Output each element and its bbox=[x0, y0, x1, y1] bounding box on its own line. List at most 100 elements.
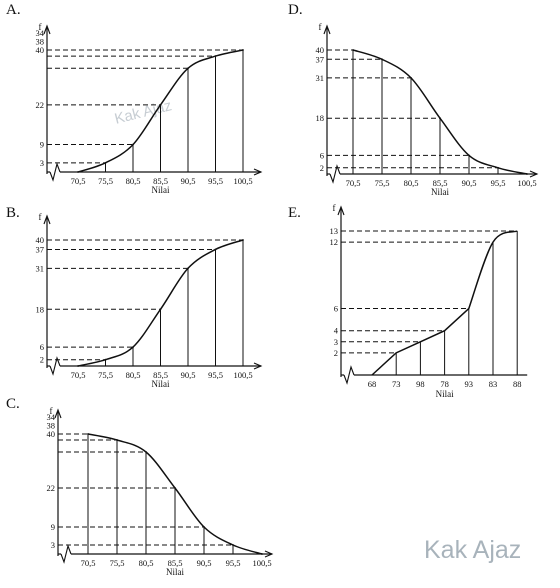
x-axis-title: Nilai bbox=[431, 187, 449, 197]
x-tick-label: 80,5 bbox=[126, 176, 141, 186]
data-point bbox=[410, 77, 412, 79]
x-tick-label: 85,5 bbox=[153, 176, 168, 186]
ogive-chart-b: f Nilai 70,5 75,5 80,5 85,5 90,5 95,5 100,5 2 6 18 3… bbox=[36, 212, 263, 389]
x-tick-label: 95,5 bbox=[491, 178, 506, 188]
y-axis-title: f bbox=[333, 203, 336, 213]
y-axis-title: f bbox=[319, 22, 322, 32]
x-axis-break bbox=[343, 365, 355, 385]
x-axis-title: Nilai bbox=[166, 567, 184, 577]
y-tick-label: 13 bbox=[330, 226, 339, 236]
y-tick-label: 40 bbox=[36, 45, 45, 55]
data-point bbox=[242, 49, 244, 51]
y-axis-arrow bbox=[54, 408, 62, 419]
ogive-chart-d: f Nilai 70,5 75,5 80,5 85,5 90,5 95,5 100,5 2 6 18 3… bbox=[316, 22, 539, 197]
data-point bbox=[104, 358, 107, 361]
y-axis-arrow bbox=[43, 24, 51, 35]
x-axis-title: Nilai bbox=[152, 185, 170, 195]
y-tick-label: 9 bbox=[51, 522, 55, 532]
panel-letter-c: C. bbox=[6, 396, 20, 412]
data-point bbox=[214, 248, 217, 251]
y-tick-label: 18 bbox=[316, 113, 325, 123]
y-tick-label: 37 bbox=[316, 54, 325, 64]
x-tick-label: 70,5 bbox=[71, 370, 86, 380]
data-point bbox=[187, 67, 189, 70]
data-point bbox=[381, 58, 383, 61]
data-point bbox=[261, 553, 263, 555]
data-point bbox=[214, 55, 217, 57]
x-tick-label: 70,5 bbox=[81, 558, 96, 568]
x-axis-title: Nilai bbox=[152, 379, 170, 389]
x-tick-label: 80,5 bbox=[126, 370, 141, 380]
y-tick-label: 31 bbox=[316, 73, 325, 83]
ogive-chart-c: f Nilai 70,5 75,5 80,5 85,5 90,5 95,5 100,5 3 9 22 3… bbox=[47, 406, 274, 577]
data-point bbox=[352, 49, 354, 51]
x-tick-label: 100,5 bbox=[252, 558, 271, 568]
x-tick-label: 95,5 bbox=[208, 176, 223, 186]
y-tick-label: 2 bbox=[320, 163, 324, 173]
y-tick-label: 22 bbox=[47, 483, 56, 493]
data-point bbox=[104, 161, 107, 164]
y-tick-label: 6 bbox=[40, 342, 44, 352]
x-tick-label: 100,5 bbox=[233, 176, 252, 186]
y-tick-label: 37 bbox=[36, 244, 45, 254]
x-tick-label: 75,5 bbox=[375, 178, 390, 188]
y-tick-label: 34 bbox=[47, 412, 56, 422]
x-tick-label: 85,5 bbox=[168, 558, 183, 568]
data-point bbox=[187, 267, 189, 270]
x-tick-label: 90,5 bbox=[462, 178, 477, 188]
y-tick-label: 4 bbox=[334, 326, 339, 336]
x-axis-arrow bbox=[253, 168, 263, 176]
x-axis-title: Nilai bbox=[436, 389, 454, 399]
data-point bbox=[174, 487, 176, 489]
x-axis-break bbox=[49, 162, 61, 182]
x-tick-label: 85,5 bbox=[433, 178, 448, 188]
x-axis-arrow bbox=[253, 362, 263, 370]
y-tick-label: 40 bbox=[36, 235, 45, 245]
panel-letter-e: E. bbox=[288, 205, 301, 221]
x-tick-label: 88 bbox=[513, 379, 522, 389]
ogive-chart-a: f Nilai 70,5 75,5 80,5 85,5 90,5 95,5 100,5 3 9 22 3… bbox=[36, 22, 263, 195]
y-axis-title: f bbox=[39, 212, 42, 222]
data-point bbox=[159, 104, 162, 106]
y-tick-label: 40 bbox=[47, 429, 56, 439]
data-point bbox=[468, 154, 470, 157]
y-axis-arrow bbox=[43, 214, 51, 225]
y-tick-label: 38 bbox=[47, 421, 56, 431]
data-point bbox=[159, 308, 162, 311]
x-tick-label: 70,5 bbox=[346, 178, 361, 188]
x-tick-label: 95,5 bbox=[226, 558, 241, 568]
x-tick-label: 73 bbox=[392, 379, 401, 389]
data-point bbox=[203, 526, 205, 528]
x-axis-arrow bbox=[264, 550, 274, 558]
ogive-curve bbox=[371, 230, 518, 376]
data-point bbox=[145, 451, 147, 453]
y-tick-label: 34 bbox=[36, 28, 45, 38]
y-tick-label: 40 bbox=[316, 45, 325, 55]
data-point bbox=[526, 173, 528, 175]
data-point bbox=[116, 439, 118, 441]
data-point bbox=[242, 239, 244, 241]
panel-letter-b: B. bbox=[6, 205, 20, 221]
x-tick-label: 100,5 bbox=[233, 370, 252, 380]
x-tick-label: 93 bbox=[465, 379, 474, 389]
data-point bbox=[77, 171, 79, 173]
panel-letter-a: A. bbox=[6, 2, 21, 18]
x-tick-label: 75,5 bbox=[110, 558, 125, 568]
y-tick-label: 22 bbox=[36, 100, 45, 110]
data-point bbox=[232, 544, 234, 546]
x-tick-label: 100,5 bbox=[517, 178, 536, 188]
y-axis-title: f bbox=[50, 406, 53, 416]
x-tick-label: 80,5 bbox=[139, 558, 154, 568]
y-tick-label: 3 bbox=[40, 158, 44, 168]
y-axis-arrow bbox=[323, 24, 331, 35]
x-tick-label: 90,5 bbox=[197, 558, 212, 568]
watermark-large: Kak Ajaz bbox=[424, 536, 522, 564]
data-point bbox=[87, 433, 89, 435]
x-axis-arrow bbox=[529, 170, 539, 178]
data-point bbox=[77, 365, 79, 367]
y-tick-label: 6 bbox=[334, 304, 338, 314]
x-tick-label: 68 bbox=[368, 379, 377, 389]
y-tick-label: 31 bbox=[36, 263, 45, 273]
x-tick-label: 80,5 bbox=[404, 178, 419, 188]
